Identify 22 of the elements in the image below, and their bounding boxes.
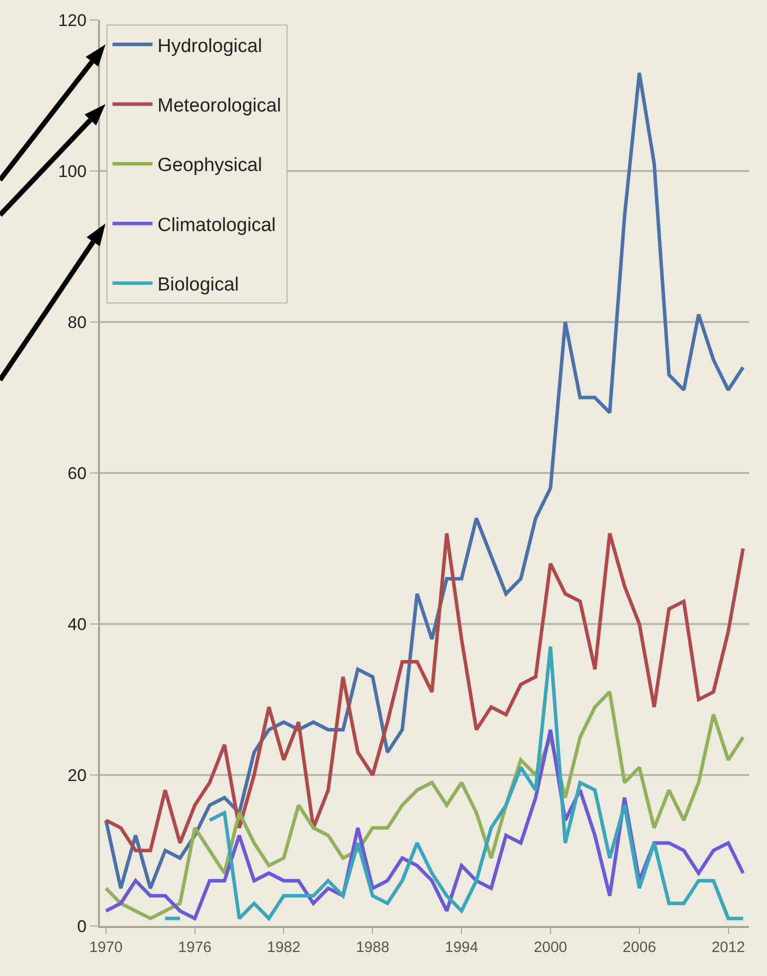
line-series <box>104 71 745 890</box>
x-tick-label: 2000 <box>534 939 568 956</box>
y-tick-label: 120 <box>58 10 87 30</box>
y-tick-label: 80 <box>68 312 87 332</box>
legend-label: Meteorological <box>157 95 282 116</box>
y-tick-label: 20 <box>68 766 87 785</box>
y-tick-label: 100 <box>58 162 87 181</box>
legend-label: Biological <box>157 274 239 296</box>
line-series <box>104 532 745 852</box>
x-tick-label: 2006 <box>622 939 656 956</box>
x-tick-label: 1976 <box>178 939 212 956</box>
x-tick-label: 2012 <box>712 939 745 956</box>
y-tick-label: 0 <box>77 916 87 936</box>
y-tick-label: 60 <box>68 464 87 483</box>
legend-label: Hydrological <box>157 36 262 57</box>
x-tick-label: 1994 <box>444 939 478 956</box>
legend-label: Geophysical <box>157 155 262 176</box>
legend-label: Climatological <box>157 214 276 236</box>
y-tick-label: 40 <box>68 614 87 634</box>
x-tick-label: 1982 <box>267 939 300 956</box>
x-tick-label: 1970 <box>89 939 123 956</box>
x-tick-label: 1988 <box>356 939 390 956</box>
